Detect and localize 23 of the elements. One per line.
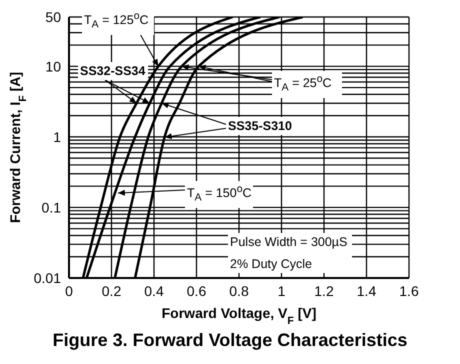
x-tick-label: 0.6 (186, 282, 206, 299)
annotation: T$_{A}$ = 150$^{o}$C (185, 181, 253, 208)
annotation: T$_{A}$ = 25$^{o}$C (272, 71, 342, 98)
y-tick-label: 10 (45, 58, 62, 74)
x-axis-title: Forward Voltage, V$_{F}$ [V] (162, 305, 316, 327)
x-tick-label: 0 (65, 282, 74, 299)
annotation: T$_{A}$ = 125$^{o}$C (82, 8, 154, 35)
text: Figure 3. Forward Voltage Characteristics (52, 330, 408, 351)
x-tick-label: 0.8 (229, 282, 249, 299)
x-tick-label: 1 (278, 282, 286, 299)
annotation: Pulse Width = 300µS (229, 234, 348, 251)
annotation: 2% Duty Cycle (229, 256, 313, 273)
x-tick-label: 1.4 (356, 282, 376, 299)
y-tick-label: 0.1 (42, 199, 62, 216)
y-tick-label: 0.01 (34, 270, 62, 286)
y-tick-label: 1 (53, 128, 62, 145)
annotation: SS32-SS34 (78, 62, 148, 80)
x-tick-label: 0.4 (144, 282, 164, 299)
x-tick-label: 1.6 (399, 282, 419, 299)
x-tick-label: 0.2 (102, 282, 122, 299)
y-tick-label: 50 (45, 8, 62, 25)
annotation: SS35-S310 (226, 117, 296, 135)
x-tick-label: 1.2 (314, 282, 334, 299)
